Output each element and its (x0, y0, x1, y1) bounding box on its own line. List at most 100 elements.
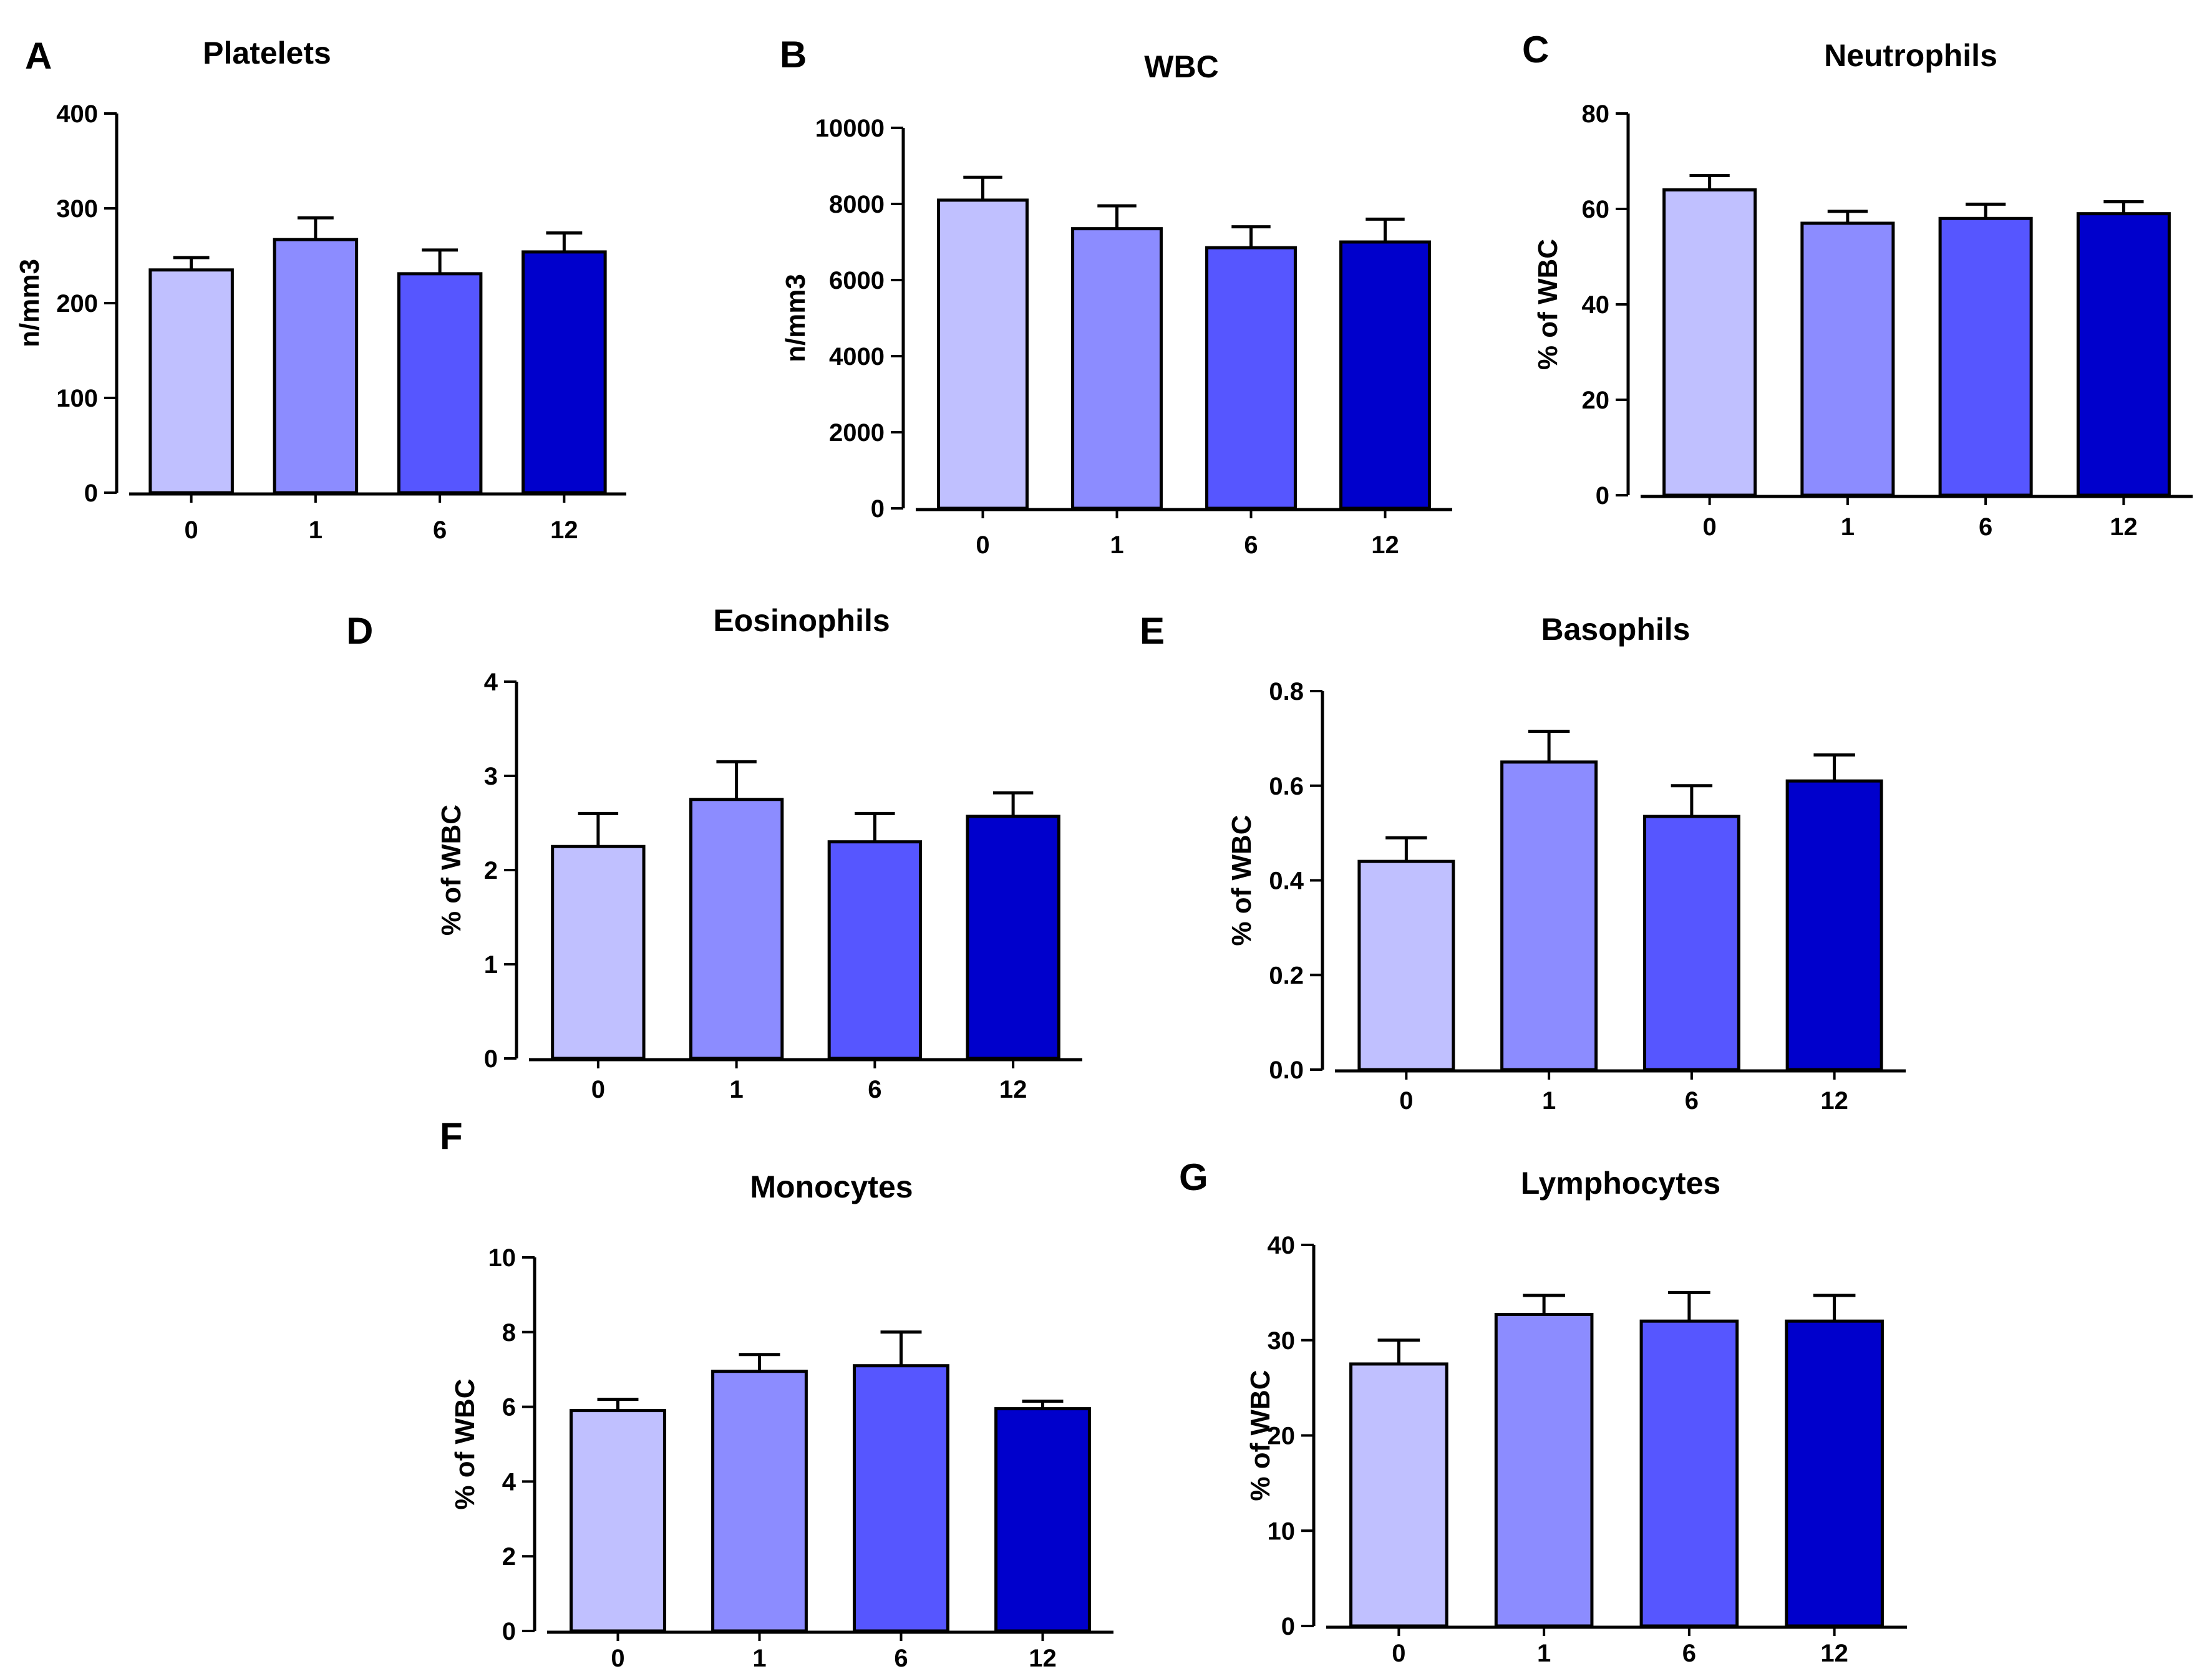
chart-title: Lymphocytes (1521, 1166, 1720, 1201)
x-tick-label: 6 (1244, 531, 1258, 559)
bar (1071, 227, 1163, 510)
bar (1500, 760, 1598, 1072)
panel-letter: B (780, 34, 807, 75)
panel-A: A Platelets 0 1 6 12 0 100 200 300 400 n/mm3 (14, 35, 626, 544)
y-axis-title: n/mm3 (14, 259, 45, 347)
x-tick-label: 0 (1399, 1087, 1413, 1115)
bar (1785, 1319, 1884, 1628)
y-tick-label: 2 (502, 1543, 516, 1570)
y-tick-label: 60 (1582, 196, 1610, 223)
bar (1205, 246, 1297, 510)
chart-title: Monocytes (750, 1169, 913, 1204)
y-tick-label: 8000 (829, 191, 885, 218)
chart-title: Basophils (1541, 612, 1691, 647)
panel-letter: A (25, 35, 52, 77)
y-tick-label: 4 (484, 669, 498, 696)
y-tick-label: 200 (56, 290, 98, 317)
x-tick-label: 12 (1820, 1640, 1848, 1667)
y-tick-label: 0 (484, 1045, 498, 1073)
x-tick-label: 0 (591, 1076, 605, 1103)
x-tick-label: 12 (550, 516, 578, 544)
panel-letter: E (1140, 610, 1165, 652)
x-tick-label: 1 (752, 1645, 766, 1672)
y-tick-label: 300 (56, 195, 98, 223)
bar (937, 198, 1029, 510)
chart-title: Neutrophils (1824, 38, 1997, 73)
bar (1639, 1319, 1739, 1628)
chart-plot: 0 1 6 12 0 100 200 300 400 n/mm3 (14, 100, 626, 544)
x-tick-label: 1 (1110, 531, 1123, 559)
panel-G: G Lymphocytes 0 1 6 12 0 10 20 30 40 % of WBC (1179, 1156, 1907, 1667)
y-tick-label: 10 (1268, 1517, 1296, 1545)
panel-letter: C (1522, 29, 1549, 70)
y-tick-label: 0 (1596, 482, 1609, 510)
x-tick-label: 0 (1392, 1640, 1405, 1667)
bar (148, 268, 234, 495)
x-tick-label: 12 (2110, 513, 2138, 541)
y-axis-title: % of WBC (1533, 239, 1563, 370)
x-tick-label: 0 (1703, 513, 1717, 541)
x-tick-label: 1 (1841, 513, 1855, 541)
bar (551, 844, 646, 1060)
y-axis-title: % of WBC (1245, 1370, 1276, 1501)
bar (1662, 188, 1757, 497)
y-tick-label: 0 (502, 1618, 516, 1645)
y-tick-label: 40 (1268, 1232, 1296, 1259)
bar (1357, 859, 1455, 1072)
chart-plot: 0 1 6 12 0 2000 4000 6000 8000 10000 n/mm3 (780, 115, 1452, 559)
panel-letter: F (440, 1115, 463, 1157)
x-tick-label: 6 (1979, 513, 1992, 541)
bar (521, 250, 607, 495)
x-tick-label: 12 (1820, 1087, 1848, 1115)
x-tick-label: 12 (1371, 531, 1399, 559)
bar (1642, 815, 1740, 1072)
x-tick-label: 1 (730, 1076, 744, 1103)
y-axis-title: n/mm3 (780, 274, 811, 362)
bar (827, 840, 923, 1060)
y-axis-title: % of WBC (1226, 815, 1257, 946)
y-tick-label: 20 (1268, 1423, 1296, 1450)
panel-letter: G (1179, 1156, 1208, 1198)
y-tick-label: 20 (1582, 387, 1610, 414)
y-tick-label: 3 (484, 763, 498, 790)
panel-letter: D (346, 610, 373, 652)
y-tick-label: 8 (502, 1319, 516, 1347)
bar (1349, 1362, 1448, 1628)
y-tick-label: 40 (1582, 291, 1610, 319)
bar (1785, 779, 1883, 1072)
panel-E: E Basophils 0 1 6 12 0.0 0.2 0.4 0.6 0.8 % of WBC (1140, 610, 1906, 1115)
y-tick-label: 400 (56, 100, 98, 128)
bar (1938, 216, 2033, 497)
y-tick-label: 0.4 (1269, 868, 1304, 895)
bar (966, 815, 1060, 1060)
y-tick-label: 0 (1281, 1613, 1295, 1640)
panel-B: B WBC 0 1 6 12 0 2000 4000 6000 8000 10000 n/mm3 (780, 34, 1452, 559)
y-tick-label: 0 (871, 495, 885, 523)
bar (570, 1409, 666, 1633)
x-tick-label: 0 (611, 1645, 624, 1672)
chart-plot: 0 1 6 12 0 20 40 60 80 % of WBC (1533, 100, 2193, 541)
x-tick-label: 6 (894, 1645, 908, 1672)
x-tick-label: 6 (868, 1076, 881, 1103)
y-axis-title: % of WBC (436, 805, 467, 936)
bar (1800, 221, 1895, 497)
bar (711, 1370, 808, 1633)
chart-title: WBC (1144, 49, 1218, 84)
x-tick-label: 6 (433, 516, 447, 544)
chart-title: Platelets (203, 36, 331, 70)
x-tick-label: 12 (999, 1076, 1027, 1103)
x-tick-label: 1 (1542, 1087, 1556, 1115)
panel-C: C Neutrophils 0 1 6 12 0 20 40 60 80 % of WBC (1522, 29, 2193, 541)
y-tick-label: 2000 (829, 419, 885, 447)
y-tick-label: 30 (1268, 1327, 1296, 1355)
y-tick-label: 100 (56, 385, 98, 412)
y-tick-label: 2 (484, 857, 498, 884)
y-tick-label: 0.2 (1269, 962, 1304, 989)
x-tick-label: 6 (1685, 1087, 1699, 1115)
x-tick-label: 0 (976, 531, 989, 559)
chart-plot: 0 1 6 12 0 10 20 30 40 % of WBC (1245, 1232, 1907, 1667)
bar (994, 1407, 1091, 1633)
